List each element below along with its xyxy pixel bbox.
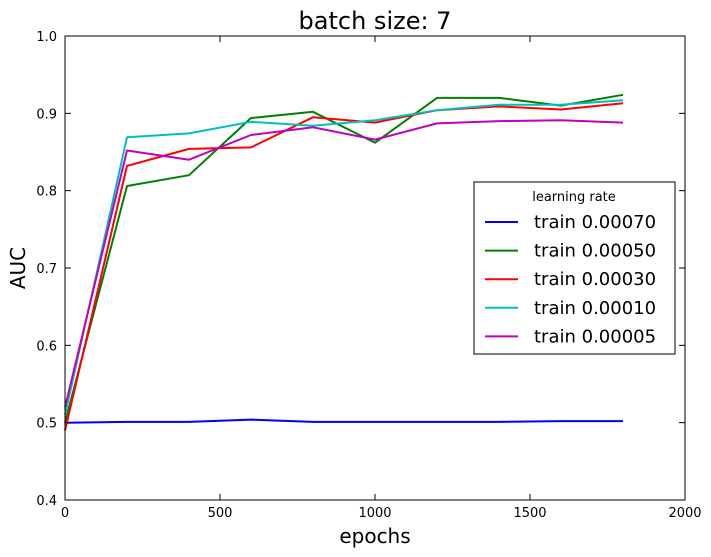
x-tick-label: 1000 [358, 506, 391, 521]
y-tick-label: 0.4 [36, 494, 57, 509]
series-line-1 [64, 93, 624, 423]
legend: learning rate train 0.00070 train 0.00050… [473, 181, 676, 355]
legend-label-1: train 0.00050 [534, 241, 656, 262]
series-line-2 [64, 102, 624, 431]
x-tick-label: 1500 [513, 506, 546, 521]
x-tick-label: 0 [61, 506, 69, 521]
series-line-4 [64, 119, 624, 408]
legend-label-0: train 0.00070 [534, 212, 656, 233]
series-layer [64, 93, 624, 431]
legend-label-2: train 0.00030 [534, 269, 656, 290]
legend-label-3: train 0.00010 [534, 298, 656, 319]
x-tick-label: 500 [208, 506, 233, 521]
x-axis-label: epochs [339, 524, 410, 548]
chart-title: batch size: 7 [299, 7, 452, 35]
y-tick-label: 0.6 [36, 339, 57, 354]
y-tick-label: 0.5 [36, 417, 57, 432]
x-tick-label: 2000 [668, 506, 701, 521]
series-line-0 [64, 418, 623, 424]
y-tick-label: 0.8 [36, 185, 57, 200]
y-tick-label: 0.7 [36, 262, 57, 277]
series-line-3 [64, 99, 624, 416]
y-tick-label: 1.0 [36, 30, 57, 45]
ticks-layer: 0 500 1000 1500 2000 0.4 0.5 0.6 0.7 0.8 0.9 1.0 [36, 30, 701, 521]
legend-frame [473, 181, 676, 355]
legend-label-4: train 0.00005 [534, 326, 656, 347]
y-tick-label: 0.9 [36, 107, 57, 122]
y-axis-label: AUC [6, 247, 30, 289]
legend-title: learning rate [532, 190, 616, 205]
